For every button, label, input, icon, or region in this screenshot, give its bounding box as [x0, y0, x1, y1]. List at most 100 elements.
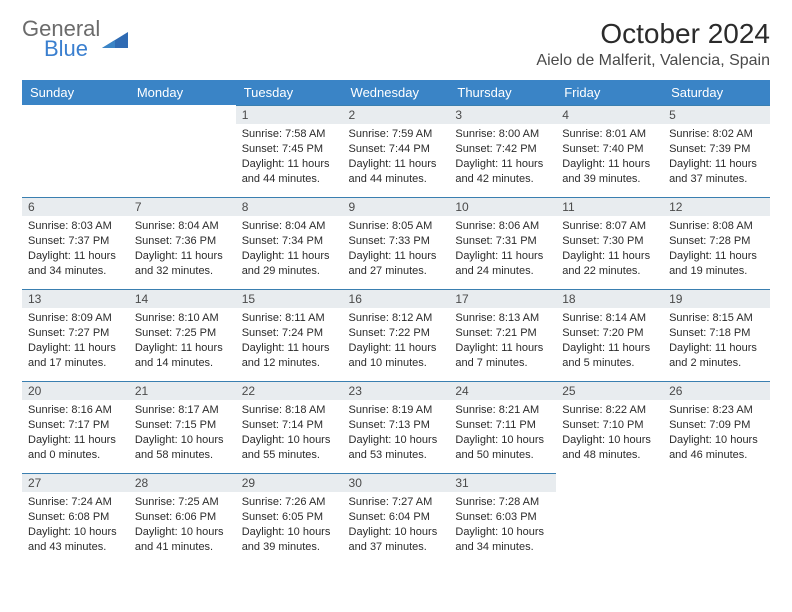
day-number: 24 — [449, 381, 556, 400]
calendar-cell: 9Sunrise: 8:05 AMSunset: 7:33 PMDaylight… — [343, 197, 450, 289]
day-number: 4 — [556, 105, 663, 124]
day-number: 12 — [663, 197, 770, 216]
day-details: Sunrise: 8:15 AMSunset: 7:18 PMDaylight:… — [663, 308, 770, 374]
day-number: 7 — [129, 197, 236, 216]
month-title: October 2024 — [536, 18, 770, 50]
day-details: Sunrise: 8:01 AMSunset: 7:40 PMDaylight:… — [556, 124, 663, 190]
calendar-cell: 3Sunrise: 8:00 AMSunset: 7:42 PMDaylight… — [449, 105, 556, 197]
calendar-cell: 27Sunrise: 7:24 AMSunset: 6:08 PMDayligh… — [22, 473, 129, 565]
day-details: Sunrise: 8:22 AMSunset: 7:10 PMDaylight:… — [556, 400, 663, 466]
day-number: 22 — [236, 381, 343, 400]
day-details: Sunrise: 8:02 AMSunset: 7:39 PMDaylight:… — [663, 124, 770, 190]
calendar-cell: 19Sunrise: 8:15 AMSunset: 7:18 PMDayligh… — [663, 289, 770, 381]
calendar-cell: 25Sunrise: 8:22 AMSunset: 7:10 PMDayligh… — [556, 381, 663, 473]
calendar-cell: 2Sunrise: 7:59 AMSunset: 7:44 PMDaylight… — [343, 105, 450, 197]
calendar-table: SundayMondayTuesdayWednesdayThursdayFrid… — [22, 80, 770, 565]
calendar-cell: 22Sunrise: 8:18 AMSunset: 7:14 PMDayligh… — [236, 381, 343, 473]
header: General Blue October 2024 Aielo de Malfe… — [22, 18, 770, 70]
calendar-cell: 31Sunrise: 7:28 AMSunset: 6:03 PMDayligh… — [449, 473, 556, 565]
calendar-cell: 26Sunrise: 8:23 AMSunset: 7:09 PMDayligh… — [663, 381, 770, 473]
day-number: 29 — [236, 473, 343, 492]
day-number: 21 — [129, 381, 236, 400]
day-details: Sunrise: 7:25 AMSunset: 6:06 PMDaylight:… — [129, 492, 236, 558]
calendar-cell — [556, 473, 663, 565]
calendar-cell: 1Sunrise: 7:58 AMSunset: 7:45 PMDaylight… — [236, 105, 343, 197]
day-details: Sunrise: 7:26 AMSunset: 6:05 PMDaylight:… — [236, 492, 343, 558]
day-number: 25 — [556, 381, 663, 400]
day-number: 10 — [449, 197, 556, 216]
calendar-row: 13Sunrise: 8:09 AMSunset: 7:27 PMDayligh… — [22, 289, 770, 381]
day-number: 13 — [22, 289, 129, 308]
day-details: Sunrise: 8:19 AMSunset: 7:13 PMDaylight:… — [343, 400, 450, 466]
weekday-header: Tuesday — [236, 80, 343, 105]
calendar-cell — [22, 105, 129, 197]
day-number: 17 — [449, 289, 556, 308]
day-number: 8 — [236, 197, 343, 216]
day-number: 14 — [129, 289, 236, 308]
day-details: Sunrise: 8:18 AMSunset: 7:14 PMDaylight:… — [236, 400, 343, 466]
day-details: Sunrise: 8:23 AMSunset: 7:09 PMDaylight:… — [663, 400, 770, 466]
day-number: 30 — [343, 473, 450, 492]
day-details: Sunrise: 8:17 AMSunset: 7:15 PMDaylight:… — [129, 400, 236, 466]
day-details: Sunrise: 8:11 AMSunset: 7:24 PMDaylight:… — [236, 308, 343, 374]
calendar-row: 1Sunrise: 7:58 AMSunset: 7:45 PMDaylight… — [22, 105, 770, 197]
calendar-body: 1Sunrise: 7:58 AMSunset: 7:45 PMDaylight… — [22, 105, 770, 565]
calendar-cell: 24Sunrise: 8:21 AMSunset: 7:11 PMDayligh… — [449, 381, 556, 473]
calendar-cell — [129, 105, 236, 197]
day-details: Sunrise: 8:07 AMSunset: 7:30 PMDaylight:… — [556, 216, 663, 282]
weekday-header: Thursday — [449, 80, 556, 105]
day-number: 16 — [343, 289, 450, 308]
calendar-row: 27Sunrise: 7:24 AMSunset: 6:08 PMDayligh… — [22, 473, 770, 565]
day-details: Sunrise: 8:09 AMSunset: 7:27 PMDaylight:… — [22, 308, 129, 374]
brand-logo: General Blue — [22, 18, 128, 62]
brand-line2: Blue — [44, 36, 100, 62]
calendar-cell: 7Sunrise: 8:04 AMSunset: 7:36 PMDaylight… — [129, 197, 236, 289]
calendar-cell: 21Sunrise: 8:17 AMSunset: 7:15 PMDayligh… — [129, 381, 236, 473]
day-number: 20 — [22, 381, 129, 400]
day-number: 9 — [343, 197, 450, 216]
weekday-header: Friday — [556, 80, 663, 105]
brand-triangle-icon — [102, 32, 128, 48]
weekday-header: Saturday — [663, 80, 770, 105]
calendar-cell: 14Sunrise: 8:10 AMSunset: 7:25 PMDayligh… — [129, 289, 236, 381]
day-number: 1 — [236, 105, 343, 124]
calendar-row: 20Sunrise: 8:16 AMSunset: 7:17 PMDayligh… — [22, 381, 770, 473]
calendar-cell: 20Sunrise: 8:16 AMSunset: 7:17 PMDayligh… — [22, 381, 129, 473]
day-details: Sunrise: 8:10 AMSunset: 7:25 PMDaylight:… — [129, 308, 236, 374]
day-number: 15 — [236, 289, 343, 308]
calendar-cell: 15Sunrise: 8:11 AMSunset: 7:24 PMDayligh… — [236, 289, 343, 381]
calendar-row: 6Sunrise: 8:03 AMSunset: 7:37 PMDaylight… — [22, 197, 770, 289]
calendar-cell: 12Sunrise: 8:08 AMSunset: 7:28 PMDayligh… — [663, 197, 770, 289]
day-details: Sunrise: 8:21 AMSunset: 7:11 PMDaylight:… — [449, 400, 556, 466]
day-number: 6 — [22, 197, 129, 216]
calendar-cell: 17Sunrise: 8:13 AMSunset: 7:21 PMDayligh… — [449, 289, 556, 381]
day-details: Sunrise: 8:04 AMSunset: 7:34 PMDaylight:… — [236, 216, 343, 282]
day-details: Sunrise: 8:04 AMSunset: 7:36 PMDaylight:… — [129, 216, 236, 282]
day-details: Sunrise: 7:59 AMSunset: 7:44 PMDaylight:… — [343, 124, 450, 190]
day-number: 23 — [343, 381, 450, 400]
calendar-cell: 28Sunrise: 7:25 AMSunset: 6:06 PMDayligh… — [129, 473, 236, 565]
day-number: 2 — [343, 105, 450, 124]
day-details: Sunrise: 8:16 AMSunset: 7:17 PMDaylight:… — [22, 400, 129, 466]
day-number: 27 — [22, 473, 129, 492]
calendar-cell: 16Sunrise: 8:12 AMSunset: 7:22 PMDayligh… — [343, 289, 450, 381]
calendar-cell: 13Sunrise: 8:09 AMSunset: 7:27 PMDayligh… — [22, 289, 129, 381]
day-details: Sunrise: 8:14 AMSunset: 7:20 PMDaylight:… — [556, 308, 663, 374]
day-details: Sunrise: 7:28 AMSunset: 6:03 PMDaylight:… — [449, 492, 556, 558]
weekday-header: Monday — [129, 80, 236, 105]
day-details: Sunrise: 8:03 AMSunset: 7:37 PMDaylight:… — [22, 216, 129, 282]
day-number: 31 — [449, 473, 556, 492]
weekday-header: Sunday — [22, 80, 129, 105]
day-number: 18 — [556, 289, 663, 308]
calendar-cell: 23Sunrise: 8:19 AMSunset: 7:13 PMDayligh… — [343, 381, 450, 473]
day-details: Sunrise: 8:06 AMSunset: 7:31 PMDaylight:… — [449, 216, 556, 282]
day-number: 19 — [663, 289, 770, 308]
calendar-cell: 11Sunrise: 8:07 AMSunset: 7:30 PMDayligh… — [556, 197, 663, 289]
day-number: 26 — [663, 381, 770, 400]
day-details: Sunrise: 7:58 AMSunset: 7:45 PMDaylight:… — [236, 124, 343, 190]
calendar-cell: 18Sunrise: 8:14 AMSunset: 7:20 PMDayligh… — [556, 289, 663, 381]
location-text: Aielo de Malferit, Valencia, Spain — [536, 52, 770, 70]
day-number: 5 — [663, 105, 770, 124]
calendar-cell — [663, 473, 770, 565]
weekday-header: Wednesday — [343, 80, 450, 105]
